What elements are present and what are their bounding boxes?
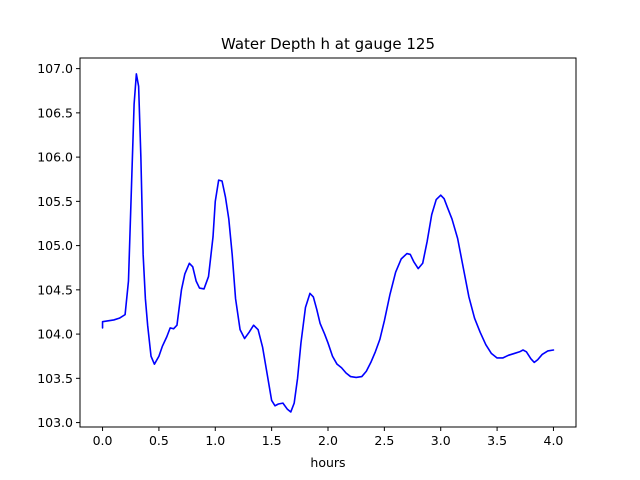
x-tick-label: 4.0 (544, 433, 564, 448)
x-tick-label: 2.5 (374, 433, 394, 448)
x-tick-label: 3.0 (431, 433, 451, 448)
y-tick-label: 106.0 (37, 150, 73, 165)
y-tick-label: 104.0 (37, 327, 73, 342)
y-tick-label: 107.0 (37, 61, 73, 76)
x-tick-label: 2.0 (318, 433, 338, 448)
y-tick-label: 105.5 (37, 194, 73, 209)
x-tick-label: 0.5 (149, 433, 169, 448)
axes-layer: 0.0 0.5 1.0 1.5 2.0 2.5 3.0 3.5 4.0 103.0 103.5 104… (37, 57, 577, 448)
y-tick-label: 106.5 (37, 105, 73, 120)
x-tick-label: 1.0 (205, 433, 225, 448)
x-axis-label: hours (310, 455, 345, 470)
y-tick-label: 105.0 (37, 238, 73, 253)
x-tick-label: 1.5 (262, 433, 282, 448)
y-tick-label: 103.5 (37, 371, 73, 386)
plot-frame (79, 57, 577, 428)
x-tick-label: 0.0 (93, 433, 113, 448)
y-tick-label: 103.0 (37, 415, 73, 430)
series-line-0 (101, 73, 555, 413)
chart-title: Water Depth h at gauge 125 (221, 35, 435, 53)
series-layer (101, 73, 555, 413)
y-tick-label: 104.5 (37, 282, 73, 297)
x-tick-label: 3.5 (487, 433, 507, 448)
